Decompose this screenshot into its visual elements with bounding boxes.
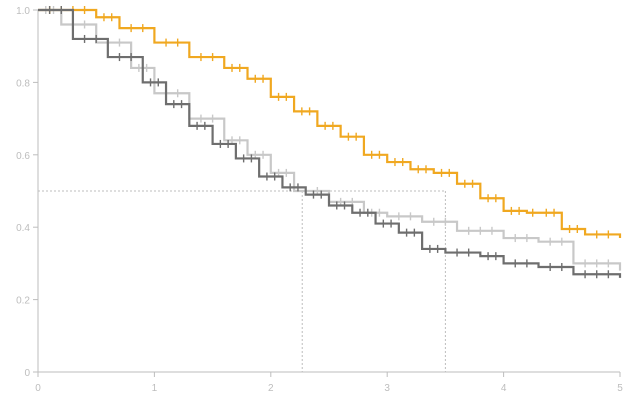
series-line-placebo xyxy=(38,8,622,278)
annotation-tislelizumab-line1: Tislelizumab therapy xyxy=(318,97,419,109)
y-tick-label: 0.4 xyxy=(16,223,30,234)
x-tick-label: 1 xyxy=(152,383,158,394)
annotation-chemotherapy-line1: Chemotherapy xyxy=(48,127,121,139)
series-line-chemotherapy xyxy=(38,8,622,271)
x-tick-label: 2 xyxy=(268,383,274,394)
axes: 0 1 2 3 4 5 0 0.2 0.4 0.6 0.8 1.0 xyxy=(16,6,623,394)
x-tick-label: 0 xyxy=(35,383,41,394)
x-tick-label: 4 xyxy=(501,383,507,394)
x-tick-label: 5 xyxy=(617,383,623,394)
annotation-placebo-line1: Placebo xyxy=(464,272,504,284)
y-tick-label: 0.6 xyxy=(16,151,30,162)
hazard-ratio-text: HR 0.62 (95% CI 0.48, 0.80); P<0.001 xyxy=(62,317,232,328)
series-line-tislelizumab-therapy xyxy=(38,8,622,239)
x-tick-label: 3 xyxy=(384,383,390,394)
annotation-chemotherapy-line2: (n=310) xyxy=(80,143,118,155)
annotation-placebo-line2: (n=105) xyxy=(466,289,504,301)
series-layer xyxy=(38,6,622,279)
y-tick-label: 0.8 xyxy=(16,78,30,89)
y-tick-label: 0 xyxy=(24,368,30,379)
logrank-text: Log-rank P<0.001 xyxy=(62,341,142,352)
annotation-tislelizumab-line2: (n=301) xyxy=(345,114,383,126)
y-tick-label: 1.0 xyxy=(16,6,30,17)
y-tick-label: 0.2 xyxy=(16,296,30,307)
